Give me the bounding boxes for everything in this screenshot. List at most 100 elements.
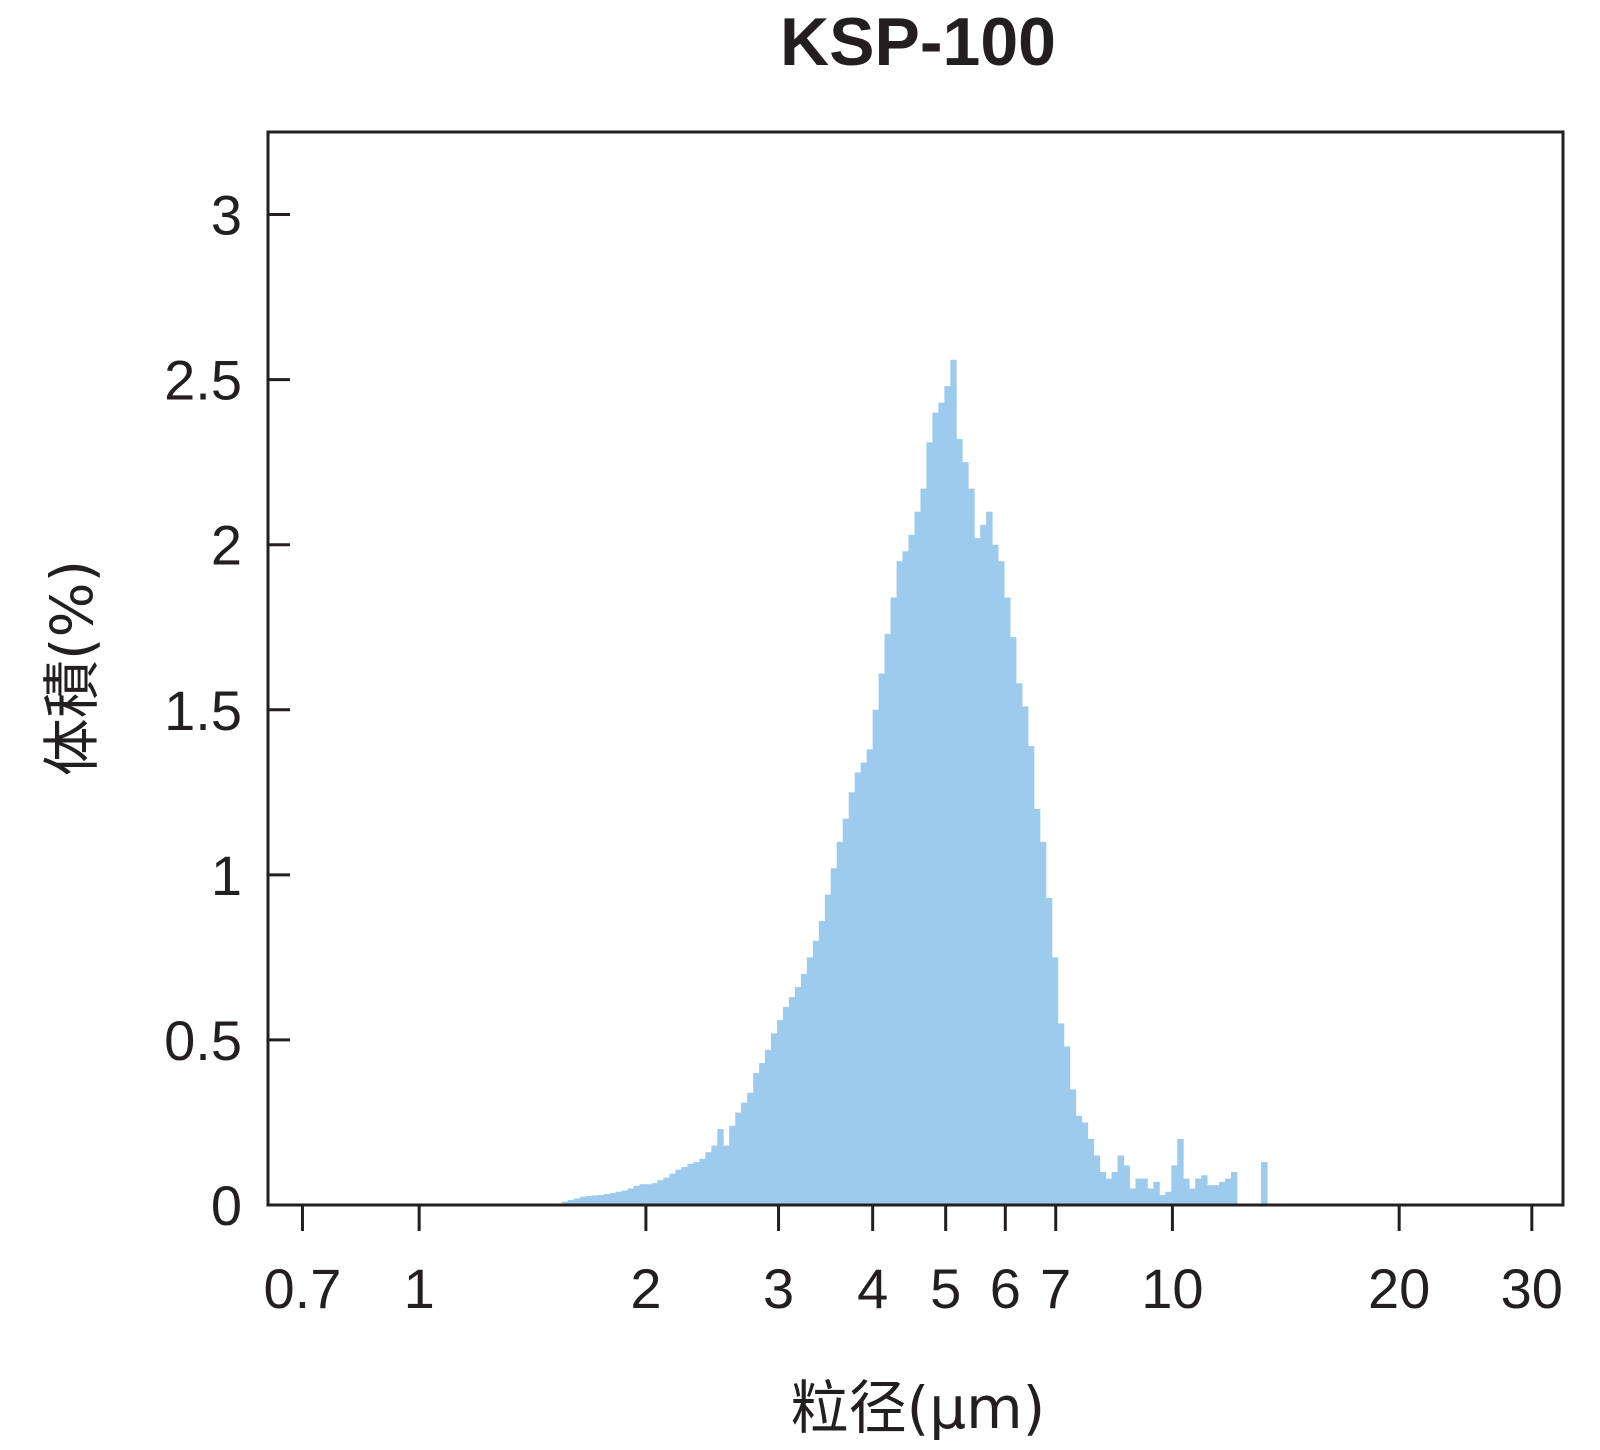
histogram-bar: [998, 561, 1005, 1205]
histogram-bar: [986, 511, 993, 1205]
histogram-bar: [639, 1184, 646, 1205]
histogram-bar: [800, 973, 808, 1205]
x-tick-label: 2: [630, 1257, 661, 1320]
x-tick-label: 6: [990, 1257, 1021, 1320]
histogram-bar: [657, 1180, 664, 1205]
histogram-bar: [621, 1190, 628, 1205]
histogram-bar: [848, 792, 856, 1205]
histogram-bar: [950, 359, 957, 1205]
histogram-bar: [878, 673, 885, 1205]
histogram-bar: [896, 561, 903, 1205]
histogram-bar: [1039, 841, 1047, 1205]
histogram-bar: [842, 818, 850, 1205]
y-tick-label: 0.5: [164, 1009, 242, 1072]
x-tick-label: 30: [1501, 1257, 1563, 1320]
histogram-bar: [926, 442, 933, 1206]
x-tick-label: 5: [930, 1257, 961, 1320]
histogram-bar: [669, 1173, 676, 1205]
x-axis: 0.7 1 2 3 4 5 6 7 10 20 30: [264, 1205, 1563, 1320]
histogram-bar: [1022, 706, 1029, 1205]
histogram-bar: [1177, 1138, 1184, 1205]
histogram-bar: [753, 1072, 760, 1205]
histogram-bar: [645, 1184, 652, 1205]
histogram-bar: [771, 1033, 778, 1205]
histogram-bar: [872, 709, 879, 1205]
histogram-bar: [1153, 1181, 1160, 1205]
histogram-bar: [747, 1092, 754, 1205]
x-tick-label: 1: [404, 1257, 435, 1320]
histogram-bar: [1225, 1178, 1232, 1205]
histogram-bar: [1081, 1122, 1089, 1205]
histogram-bars: [561, 359, 1268, 1206]
y-tick-label: 1.5: [164, 679, 242, 742]
x-tick-label: 20: [1368, 1257, 1430, 1320]
histogram-bar: [788, 997, 796, 1205]
histogram-bar: [1045, 897, 1053, 1205]
histogram-bar: [782, 1006, 790, 1205]
histogram-bar: [675, 1169, 682, 1205]
histogram-bar: [627, 1188, 634, 1205]
histogram-bar: [932, 412, 939, 1205]
histogram-bar: [1171, 1165, 1178, 1205]
histogram-bar: [902, 551, 909, 1205]
histogram-bar: [1147, 1188, 1154, 1205]
histogram-bar: [866, 749, 874, 1205]
histogram-bar: [1135, 1178, 1142, 1205]
histogram-bar: [579, 1196, 587, 1205]
histogram-bar: [609, 1193, 616, 1205]
y-tick-label: 0: [211, 1174, 242, 1237]
histogram-bar: [663, 1177, 670, 1205]
histogram-bar: [1033, 808, 1041, 1205]
histogram-bar: [812, 940, 820, 1205]
histogram-bar: [1099, 1171, 1107, 1205]
histogram-bar: [699, 1158, 706, 1205]
histogram-bar: [992, 544, 999, 1205]
histogram-bar: [1213, 1185, 1220, 1205]
histogram-bar: [1117, 1155, 1124, 1205]
histogram-bar: [633, 1185, 641, 1205]
histogram-bar: [765, 1049, 772, 1205]
x-tick-label: 3: [763, 1257, 794, 1320]
histogram-bar: [1010, 637, 1017, 1205]
histogram-bar: [1189, 1188, 1196, 1205]
histogram-bar: [729, 1125, 736, 1205]
histogram-bar: [1207, 1185, 1214, 1205]
histogram-bar: [1063, 1046, 1071, 1205]
y-tick-label: 2: [211, 514, 242, 577]
histogram-bar: [980, 524, 987, 1205]
histogram-bar: [777, 1020, 784, 1205]
histogram-bar: [1159, 1195, 1166, 1205]
histogram-bar: [962, 462, 969, 1205]
histogram-bar: [651, 1183, 658, 1205]
histogram-bar: [860, 762, 868, 1205]
histogram-bar: [1219, 1181, 1226, 1205]
histogram-bar: [794, 987, 802, 1205]
histogram-bar: [567, 1200, 575, 1205]
histogram-bar: [974, 538, 981, 1205]
histogram-bar: [1195, 1178, 1202, 1205]
histogram-bar: [1261, 1162, 1268, 1205]
histogram-bar: [1069, 1089, 1077, 1205]
histogram-bar: [806, 957, 814, 1205]
histogram-bar: [956, 439, 963, 1205]
histogram-bar: [1111, 1171, 1118, 1205]
histogram-bar: [585, 1196, 593, 1205]
histogram-bar: [687, 1163, 694, 1205]
histogram-bar: [591, 1195, 599, 1205]
histogram-bar: [561, 1201, 569, 1205]
x-axis-label: 粒径(μm): [791, 1374, 1046, 1442]
x-tick-label: 0.7: [264, 1257, 342, 1320]
y-tick-label: 3: [211, 184, 242, 247]
histogram-bar: [735, 1112, 742, 1205]
histogram-bar: [1087, 1138, 1095, 1205]
histogram-bar: [573, 1198, 581, 1205]
histogram-bar: [1105, 1178, 1112, 1205]
histogram-bar: [705, 1152, 712, 1205]
histogram-bar: [920, 488, 927, 1205]
histogram-bar: [830, 868, 838, 1205]
plot-frame: [266, 130, 1565, 1207]
histogram-bar: [615, 1191, 623, 1205]
histogram-bar: [1051, 957, 1059, 1205]
histogram-bar: [1231, 1171, 1238, 1205]
